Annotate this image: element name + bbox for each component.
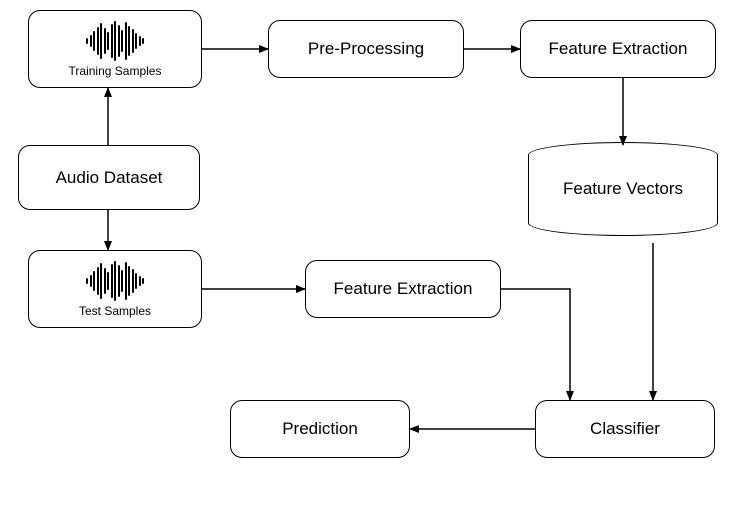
node-feature-extraction-1: Feature Extraction bbox=[520, 20, 716, 78]
node-label: Feature Extraction bbox=[334, 279, 473, 299]
node-test-samples: Test Samples bbox=[28, 250, 202, 328]
node-pre-processing: Pre-Processing bbox=[268, 20, 464, 78]
node-label: Pre-Processing bbox=[308, 39, 424, 59]
node-audio-dataset: Audio Dataset bbox=[18, 145, 200, 210]
node-classifier: Classifier bbox=[535, 400, 715, 458]
node-label: Training Samples bbox=[69, 64, 162, 78]
node-label: Classifier bbox=[590, 419, 660, 439]
node-training-samples: Training Samples bbox=[28, 10, 202, 88]
edge-feature_extraction_2-classifier bbox=[501, 289, 570, 400]
node-label: Feature Extraction bbox=[549, 39, 688, 59]
waveform-icon bbox=[86, 261, 144, 301]
node-label: Feature Vectors bbox=[563, 179, 683, 199]
waveform-icon bbox=[86, 21, 144, 61]
node-feature-vectors: Feature Vectors bbox=[528, 143, 718, 235]
node-label: Test Samples bbox=[79, 304, 151, 318]
node-feature-extraction-2: Feature Extraction bbox=[305, 260, 501, 318]
node-label: Prediction bbox=[282, 419, 358, 439]
node-prediction: Prediction bbox=[230, 400, 410, 458]
node-label: Audio Dataset bbox=[56, 168, 163, 188]
